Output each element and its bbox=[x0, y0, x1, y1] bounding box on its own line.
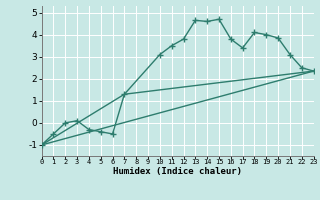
X-axis label: Humidex (Indice chaleur): Humidex (Indice chaleur) bbox=[113, 167, 242, 176]
